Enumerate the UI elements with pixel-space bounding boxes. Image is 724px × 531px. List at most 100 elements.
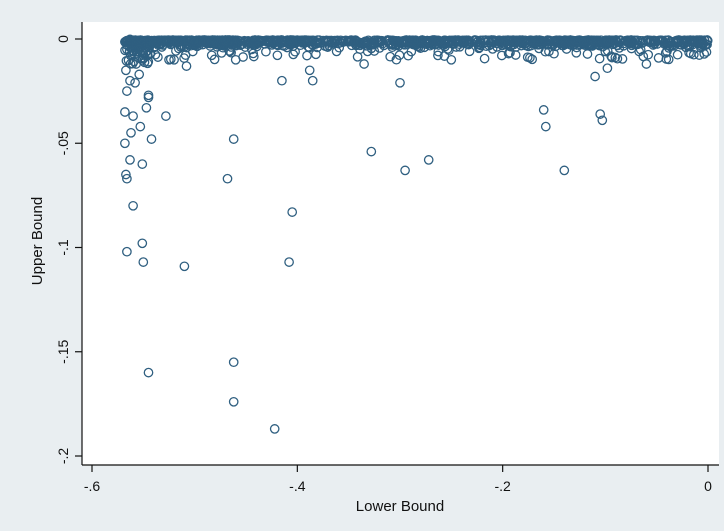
data-point: [658, 36, 668, 46]
data-point: [121, 65, 131, 76]
data-point: [261, 46, 271, 57]
data-point: [335, 35, 346, 46]
data-point: [143, 367, 154, 378]
data-point: [179, 53, 189, 63]
data-point: [228, 357, 239, 368]
data-point: [226, 47, 236, 58]
data-point: [643, 49, 654, 60]
data-point: [120, 138, 130, 149]
data-point: [603, 36, 614, 47]
data-point: [497, 40, 508, 51]
data-point: [288, 49, 299, 60]
data-point: [359, 59, 369, 69]
x-axis-ticks: -.6 -.4 -.2 0: [84, 465, 712, 494]
data-point: [287, 207, 298, 217]
data-point: [464, 46, 475, 57]
data-point: [125, 34, 135, 45]
data-point: [433, 50, 443, 61]
y-axis-title: Upper Bound: [29, 197, 46, 285]
data-point: [161, 111, 171, 121]
data-point: [126, 127, 136, 138]
data-point: [571, 47, 582, 58]
data-point: [304, 65, 315, 76]
data-point: [125, 155, 135, 165]
data-point: [286, 35, 296, 46]
data-point: [128, 200, 138, 211]
data-point: [146, 134, 157, 144]
data-point: [509, 37, 520, 48]
data-point: [298, 35, 309, 46]
data-point: [582, 49, 593, 59]
data-point: [348, 36, 359, 47]
y-tick-label: -.2: [55, 448, 71, 465]
data-point: [565, 35, 576, 45]
x-axis-title: Lower Bound: [356, 498, 444, 515]
data-point: [588, 39, 598, 50]
x-tick-label: -.2: [494, 478, 511, 494]
data-point: [312, 42, 323, 53]
data-point: [145, 39, 155, 50]
data-point: [169, 54, 179, 65]
data-point: [141, 102, 152, 113]
data-point: [179, 261, 190, 272]
data-point: [269, 424, 280, 434]
data-point: [634, 46, 645, 57]
data-point: [121, 169, 131, 180]
data-point: [442, 44, 453, 54]
data-point: [503, 48, 514, 59]
data-point: [143, 56, 154, 67]
data-point: [173, 43, 184, 54]
data-point: [479, 53, 490, 64]
data-point: [602, 63, 613, 74]
data-point: [522, 52, 533, 63]
data-point: [422, 38, 432, 48]
data-point: [653, 53, 664, 63]
data-point: [248, 48, 259, 59]
data-point: [444, 45, 454, 56]
data-point: [122, 173, 132, 184]
y-tick-label: -.1: [55, 239, 71, 256]
data-point: [385, 38, 395, 48]
data-point: [137, 46, 147, 56]
data-point: [130, 77, 140, 88]
data-point: [559, 165, 570, 176]
data-point: [134, 69, 145, 80]
data-point: [433, 46, 444, 57]
data-point: [675, 39, 685, 50]
data-point: [617, 54, 628, 64]
data-point: [597, 115, 608, 126]
data-point: [571, 42, 582, 53]
data-point: [690, 37, 701, 47]
data-point: [369, 46, 380, 56]
data-point: [396, 36, 407, 47]
data-point: [198, 36, 209, 47]
data-point: [265, 36, 276, 47]
data-point: [139, 57, 150, 68]
data-point: [373, 37, 383, 48]
data-point: [135, 121, 146, 132]
data-point: [262, 36, 273, 47]
data-point: [663, 43, 674, 53]
data-point: [191, 36, 201, 47]
data-point: [669, 41, 679, 51]
data-point: [672, 49, 683, 60]
data-point: [366, 43, 377, 54]
data-point: [590, 71, 600, 82]
data-point: [702, 39, 712, 50]
data-point: [138, 257, 149, 267]
data-point: [122, 86, 132, 96]
plot-area: [82, 22, 719, 465]
data-point: [297, 38, 308, 48]
y-axis-ticks: 0 -.05 -.1 -.15 -.2: [55, 35, 82, 464]
data-point: [222, 173, 233, 184]
data-point: [366, 146, 377, 157]
data-point: [165, 54, 176, 65]
data-point: [126, 39, 136, 50]
data-point: [311, 49, 321, 60]
data-point: [137, 238, 148, 249]
data-point: [549, 48, 559, 59]
data-point: [120, 45, 130, 56]
data-point: [171, 46, 181, 56]
data-point: [326, 35, 337, 46]
